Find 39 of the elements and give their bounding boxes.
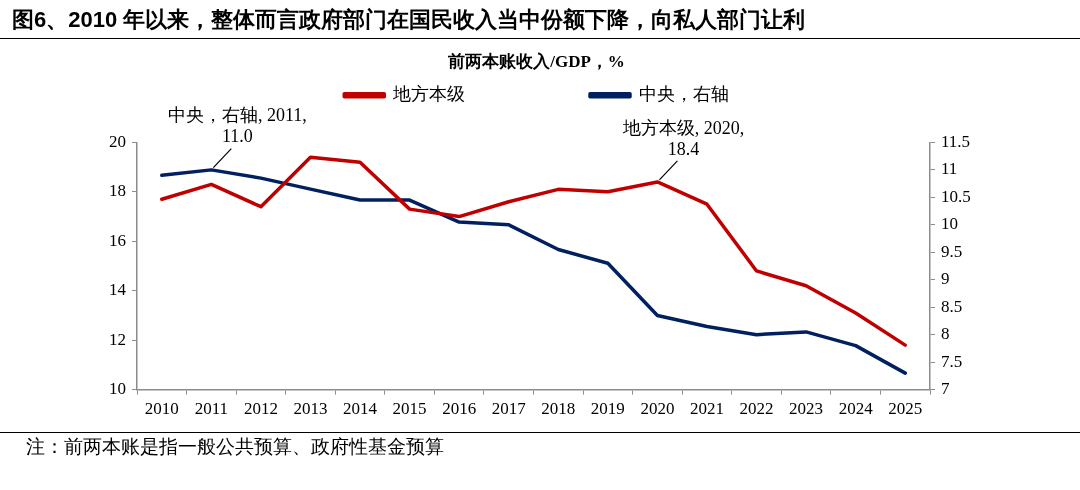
x-tick-label: 2013 (293, 399, 328, 419)
x-tick-label: 2011 (194, 399, 229, 419)
y2-tick-label: 7.5 (941, 351, 963, 371)
y2-tick-label: 8.5 (941, 296, 963, 316)
x-tick-label: 2012 (243, 399, 278, 419)
x-tick-label: 2014 (343, 399, 378, 419)
y2-tick-label: 8 (941, 324, 950, 344)
y2-tick-label: 7 (941, 379, 950, 399)
x-tick-label: 2025 (888, 399, 923, 419)
y-tick-label: 12 (109, 329, 126, 349)
x-tick-label: 2023 (789, 399, 824, 419)
y-tick-label: 18 (109, 181, 126, 201)
x-tick-label: 2019 (590, 399, 625, 419)
x-tick-label: 2020 (640, 399, 675, 419)
text: 注：前两本账是指一般公共预算、政府性基金预算 (26, 435, 445, 459)
y2-tick-label: 9.5 (941, 241, 963, 261)
x-tick-label: 2024 (838, 399, 874, 419)
chart-subtitle: 前两本账收入/GDP，% (447, 51, 625, 71)
x-tick-label: 2015 (392, 399, 427, 419)
x-tick-label: 2022 (739, 399, 774, 419)
x-tick-label: 2018 (541, 399, 576, 419)
x-tick-label: 2016 (442, 399, 477, 419)
x-tick-label: 2021 (689, 399, 724, 419)
y2-tick-label: 9 (941, 269, 950, 289)
y2-tick-label: 10.5 (941, 186, 971, 206)
annotation: 地方本级, 2020, 18.4 (621, 117, 745, 159)
y-tick-label: 14 (109, 280, 127, 300)
y-tick-label: 16 (109, 230, 126, 250)
legend-label: 地方本级 (392, 83, 465, 104)
y-tick-label: 20 (109, 131, 126, 151)
x-tick-label: 2017 (491, 399, 527, 419)
x-tick-label: 2010 (144, 399, 179, 419)
y2-tick-label: 10 (941, 214, 958, 234)
annotation: 中央，右轴, 2011, 11.0 (167, 105, 307, 147)
chart-title: 图6、2010 年以来，整体而言政府部门在国民收入当中份额下降，向私人部门让利 (0, 0, 1080, 39)
legend-label: 中央，右轴 (638, 83, 729, 104)
y2-tick-label: 11 (941, 159, 958, 179)
y-tick-label: 10 (109, 379, 126, 399)
y2-tick-label: 11.5 (941, 131, 971, 151)
